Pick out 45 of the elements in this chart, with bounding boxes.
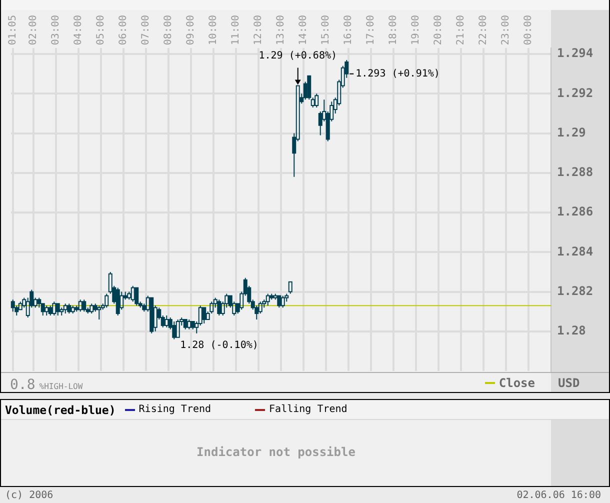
x-tick-label: 23:00 (500, 14, 512, 46)
y-tick-label: 1.282 (557, 284, 594, 298)
legend-label: Rising Trend (138, 404, 212, 415)
y-tick-label: 1.288 (557, 165, 594, 180)
x-tick-label: 18:00 (388, 14, 400, 46)
x-tick-label: 22:00 (478, 14, 490, 46)
annotation: 1.293 (+0.91%) (356, 68, 440, 80)
y-tick-label: 1.292 (557, 86, 594, 100)
y-tick-label: 1.284 (557, 244, 594, 258)
text: Indicator not possible (196, 445, 356, 459)
x-tick-label: 06:00 (118, 14, 130, 46)
x-tick-label: 09:00 (186, 14, 197, 46)
x-tick-label: 05:00 (96, 14, 107, 46)
y-tick-label: 1.294 (557, 46, 594, 60)
x-tick-label: 13:00 (276, 14, 287, 46)
y-tick-label: 1.28 (557, 324, 586, 338)
x-tick-label: 14:00 (298, 14, 310, 46)
legend-label: Falling Trend (269, 404, 348, 415)
x-tick-label: 04:00 (73, 14, 84, 46)
annotation: 1.29 (+0.68%) (258, 50, 338, 62)
text: 02.06.06 16:00 (516, 490, 601, 500)
x-tick-label: 03:00 (50, 14, 62, 46)
x-tick-label: 02:00 (28, 14, 40, 46)
x-tick-label: 01:05 (7, 14, 18, 46)
annotation: 1.28 (-0.10%) (180, 340, 258, 351)
x-tick-label: 08:00 (163, 14, 174, 46)
y-tick-label: 1.29 (557, 125, 586, 140)
x-tick-label: 07:00 (140, 14, 152, 46)
x-tick-label: 11:00 (230, 14, 242, 46)
x-tick-label: 12:00 (253, 14, 264, 46)
x-tick-label: 19:00 (410, 14, 422, 46)
x-tick-label: 20:00 (433, 14, 444, 46)
text: 0.8 %HIGH-LOW (10, 377, 83, 393)
candlestick (97, 305, 102, 320)
x-tick-label: 16:00 (343, 14, 354, 46)
legend-label: Close (498, 376, 535, 390)
y-axis-title: USD (558, 376, 580, 390)
text: (c) 2006 (5, 490, 54, 500)
x-tick-label: 17:00 (366, 14, 377, 46)
x-tick-label: 10:00 (208, 14, 220, 46)
y-tick-label: 1.286 (557, 204, 594, 219)
x-tick-label: 00:00 (523, 14, 534, 46)
text: Volume(red-blue) (5, 402, 116, 416)
x-tick-label: 15:00 (320, 14, 332, 46)
x-tick-label: 21:00 (456, 14, 467, 46)
